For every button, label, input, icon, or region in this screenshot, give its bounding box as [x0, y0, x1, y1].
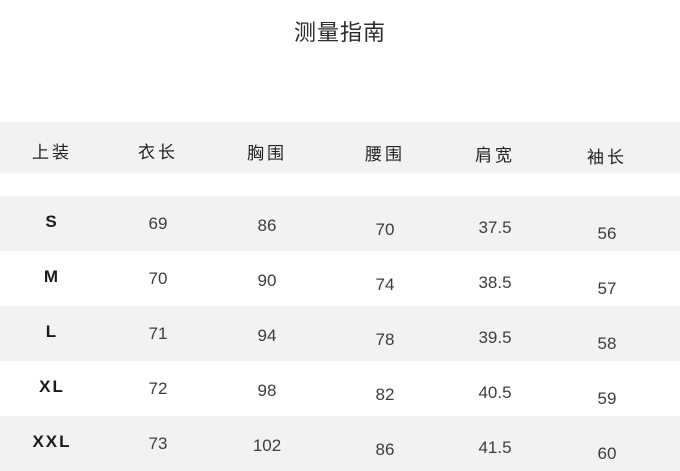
cell-length: 70 [148, 269, 168, 288]
row-size-label: L [45, 322, 59, 341]
cell-shoulder: 37.5 [478, 218, 512, 237]
cell-bust: 98 [257, 381, 277, 400]
column-header-shoulder: 肩宽 [475, 146, 515, 165]
column-header-length: 衣长 [138, 143, 178, 162]
size-chart-table: 上装 衣长 胸围 腰围 肩宽 袖长 S 69 86 70 37.5 56 M 7… [0, 122, 680, 471]
table-row: M 70 90 74 38.5 57 [0, 251, 680, 306]
cell-waist: 82 [375, 385, 395, 404]
cell-shoulder: 40.5 [478, 383, 512, 402]
column-header-waist: 腰围 [365, 145, 405, 164]
table-row: S 69 86 70 37.5 56 [0, 196, 680, 251]
cell-shoulder: 41.5 [478, 438, 512, 457]
cell-bust: 86 [257, 216, 277, 235]
cell-waist: 86 [375, 440, 395, 459]
column-header-garment: 上装 [32, 143, 72, 162]
table-row: XXL 73 102 86 41.5 60 [0, 416, 680, 471]
table-header-row: 上装 衣长 胸围 腰围 肩宽 袖长 [0, 122, 680, 173]
cell-bust: 94 [257, 326, 277, 345]
row-size-label: M [43, 267, 61, 286]
cell-bust: 102 [252, 436, 282, 455]
cell-waist: 78 [375, 330, 395, 349]
table-row: XL 72 98 82 40.5 59 [0, 361, 680, 416]
cell-sleeve: 60 [597, 444, 617, 463]
cell-bust: 90 [257, 271, 277, 290]
cell-sleeve: 57 [597, 279, 617, 298]
cell-sleeve: 56 [597, 224, 617, 243]
page-title: 测量指南 [293, 20, 386, 45]
row-size-label: XXL [32, 432, 72, 451]
cell-waist: 74 [375, 275, 395, 294]
column-header-sleeve: 袖长 [587, 148, 627, 167]
cell-sleeve: 58 [597, 334, 617, 353]
cell-length: 73 [148, 434, 168, 453]
cell-waist: 70 [375, 220, 395, 239]
header-body-separator [0, 173, 680, 196]
cell-sleeve: 59 [597, 389, 617, 408]
cell-length: 69 [148, 214, 168, 233]
cell-shoulder: 38.5 [478, 273, 512, 292]
row-size-label: XL [39, 377, 65, 396]
row-size-label: S [45, 212, 59, 231]
column-header-bust: 胸围 [247, 144, 287, 163]
table-row: L 71 94 78 39.5 58 [0, 306, 680, 361]
cell-length: 71 [148, 324, 168, 343]
cell-length: 72 [148, 379, 168, 398]
cell-shoulder: 39.5 [478, 328, 512, 347]
